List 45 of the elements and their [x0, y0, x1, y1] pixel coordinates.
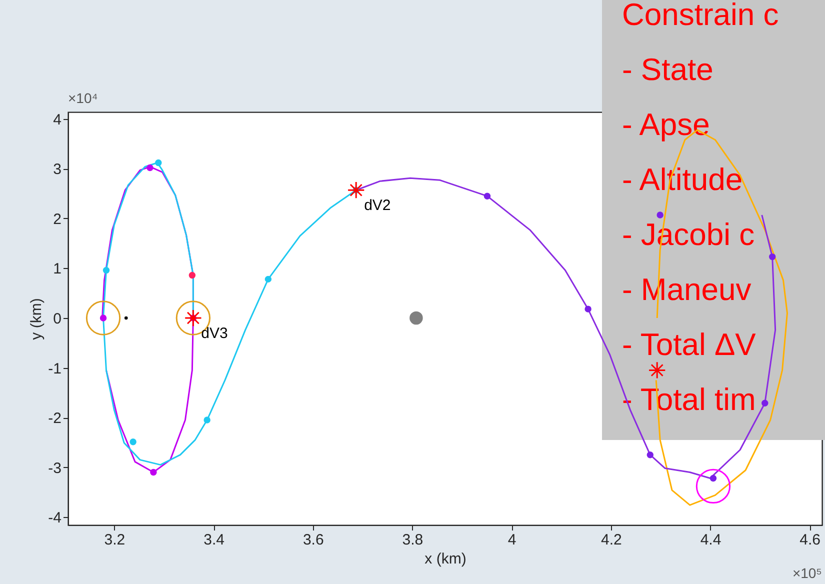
annotation: - Apse [622, 107, 710, 142]
x-tick-label: 4 [508, 532, 516, 548]
y-tick-label: 2 [53, 210, 62, 228]
point [150, 468, 157, 476]
point [347, 181, 365, 199]
point [762, 400, 768, 406]
y-tick-label: 3 [53, 161, 62, 178]
point [204, 416, 210, 424]
point [100, 314, 107, 322]
x-tick-label: 4.4 [700, 532, 722, 548]
x-tick-label: 4.6 [800, 532, 821, 548]
x-tick-label: 3.2 [104, 532, 126, 548]
text: Constrain c [622, 0, 779, 32]
annotation: - Total ΔV [622, 327, 756, 362]
point [146, 164, 154, 172]
point [646, 451, 654, 458]
point [264, 276, 272, 283]
point [484, 192, 491, 200]
point [768, 253, 776, 260]
text: ×10⁵ [792, 565, 822, 581]
x-tick-label: 3.4 [204, 532, 224, 548]
point [130, 438, 136, 446]
x-tick-label: 3.8 [402, 532, 424, 548]
point [155, 159, 162, 166]
y-tick-label: -1 [48, 360, 62, 378]
y-tick-label: -4 [48, 510, 62, 527]
annotation: dV3 [201, 325, 228, 342]
annotation: dV2 [364, 197, 391, 214]
y-axis-title: y (km) [28, 298, 46, 340]
text: ×10⁴ [68, 90, 98, 106]
x-tick-label: 4.2 [600, 532, 622, 548]
point [710, 474, 717, 482]
y-tick-label: 0 [53, 310, 62, 328]
point [102, 266, 110, 274]
y-tick-label: -2 [48, 410, 62, 428]
text: - State [622, 52, 714, 87]
point [584, 306, 592, 312]
y-tick-label: 4 [53, 111, 62, 128]
point [188, 272, 196, 279]
point [648, 361, 666, 380]
x-tick-label: 3.6 [302, 532, 324, 548]
point [656, 212, 664, 218]
x-axis-title: x (km) [424, 550, 466, 568]
y-tick-label: 1 [53, 260, 62, 278]
y-tick-label: -3 [48, 460, 62, 477]
